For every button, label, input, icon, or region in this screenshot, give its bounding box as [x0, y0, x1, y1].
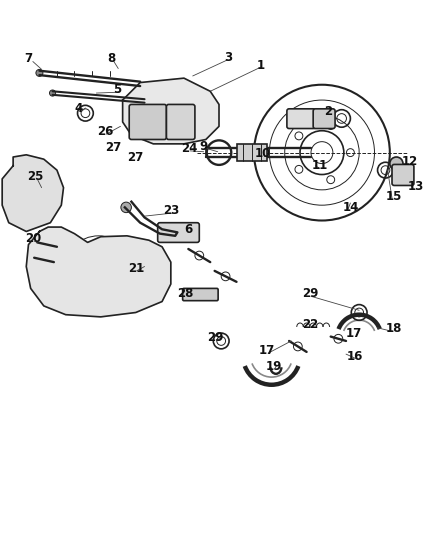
Text: 15: 15	[386, 190, 403, 203]
Text: 29: 29	[302, 287, 318, 300]
Text: 22: 22	[302, 318, 318, 331]
Text: 18: 18	[386, 322, 403, 335]
FancyBboxPatch shape	[129, 104, 166, 140]
Text: 20: 20	[25, 231, 41, 245]
Text: 6: 6	[184, 223, 192, 236]
Text: 26: 26	[97, 125, 113, 138]
Circle shape	[33, 238, 42, 247]
Circle shape	[390, 157, 403, 170]
Circle shape	[36, 69, 43, 76]
Text: 17: 17	[346, 327, 362, 340]
FancyBboxPatch shape	[183, 288, 218, 301]
Polygon shape	[123, 78, 219, 144]
Circle shape	[127, 101, 135, 108]
Text: 9: 9	[200, 140, 208, 152]
Text: 7: 7	[25, 52, 32, 65]
Text: 24: 24	[181, 142, 198, 155]
Text: 14: 14	[342, 201, 359, 214]
Text: 13: 13	[408, 180, 424, 193]
Text: 10: 10	[254, 147, 271, 160]
Polygon shape	[2, 155, 64, 231]
Text: 2: 2	[325, 104, 332, 117]
Text: 19: 19	[265, 360, 282, 373]
Circle shape	[121, 202, 131, 213]
Text: 5: 5	[113, 83, 121, 95]
FancyBboxPatch shape	[166, 104, 195, 140]
FancyBboxPatch shape	[158, 223, 199, 243]
Text: 1: 1	[257, 59, 265, 71]
Text: 11: 11	[311, 159, 328, 172]
Text: 27: 27	[105, 141, 121, 154]
Text: 29: 29	[207, 331, 224, 344]
Text: 27: 27	[127, 151, 143, 164]
Text: 8: 8	[108, 52, 116, 65]
Text: 25: 25	[27, 170, 43, 183]
Text: 4: 4	[75, 102, 83, 115]
Circle shape	[30, 253, 39, 262]
Text: 16: 16	[346, 350, 363, 363]
FancyBboxPatch shape	[392, 165, 414, 185]
FancyBboxPatch shape	[287, 109, 315, 128]
FancyBboxPatch shape	[237, 144, 267, 161]
Polygon shape	[26, 227, 171, 317]
Text: 28: 28	[177, 287, 193, 300]
Text: 21: 21	[127, 262, 144, 275]
Text: 17: 17	[259, 344, 276, 357]
FancyBboxPatch shape	[313, 109, 335, 128]
Text: 23: 23	[163, 204, 180, 217]
Circle shape	[49, 90, 56, 96]
Circle shape	[198, 118, 205, 126]
Text: 12: 12	[401, 155, 418, 168]
Text: 3: 3	[224, 51, 232, 63]
